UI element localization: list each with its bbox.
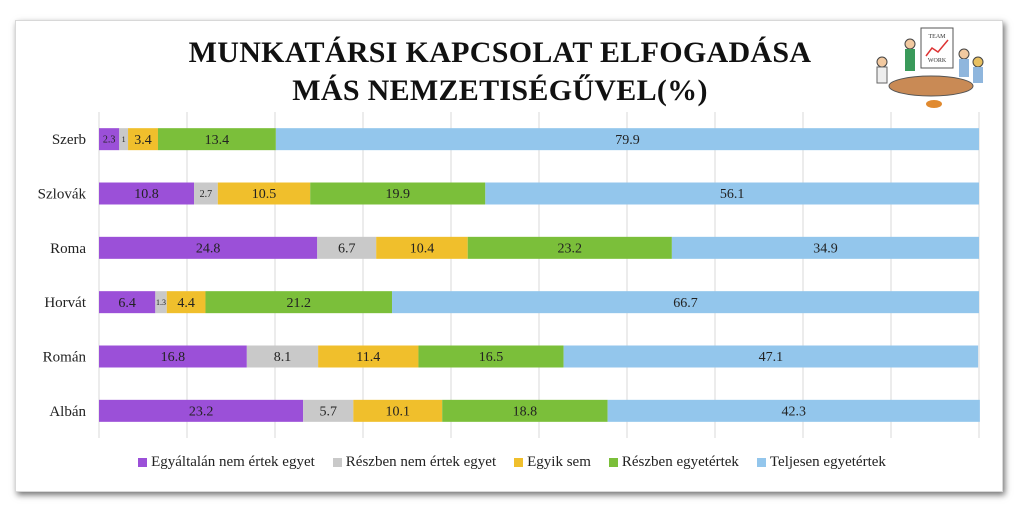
presenter-body: [905, 49, 915, 71]
category-label: Szerb: [52, 132, 86, 148]
data-label: 16.8: [161, 350, 186, 365]
table: [888, 75, 974, 97]
legend-swatch: [514, 458, 524, 467]
legend-label: Részben nem értek egyet: [345, 454, 497, 470]
data-label: 13.4: [205, 133, 230, 148]
flipchart-text-2: WORK: [928, 58, 947, 64]
data-label: 56.1: [720, 187, 745, 202]
person-left-body: [876, 66, 888, 84]
legend-swatch: [608, 458, 618, 467]
data-label: 2.7: [200, 189, 213, 200]
person-far-right-body: [973, 67, 983, 83]
data-label: 16.5: [479, 350, 504, 365]
data-label: 34.9: [813, 242, 838, 257]
bar-segment: [155, 291, 167, 314]
data-label: 79.9: [615, 133, 640, 148]
bar-segment: [99, 345, 247, 368]
bar-segment: [246, 345, 319, 368]
data-label: 23.2: [558, 242, 583, 257]
legend-label: Egyáltalán nem értek egyet: [151, 454, 315, 470]
bar-segment: [317, 236, 377, 259]
chart-arrow: [925, 39, 949, 57]
data-label: 66.7: [673, 296, 698, 311]
bar-segment: [99, 128, 120, 151]
bar-segment: [310, 182, 486, 205]
bar-segment: [607, 399, 980, 422]
bar-segment: [563, 345, 979, 368]
bar-segment: [275, 128, 979, 151]
bar-segment: [99, 182, 195, 205]
person-right-body: [959, 59, 969, 77]
data-label: 10.4: [410, 242, 435, 257]
data-label: 24.8: [196, 242, 221, 257]
data-label: 5.7: [319, 405, 337, 420]
bar-segment: [418, 345, 564, 368]
legend-label: Egyik sem: [527, 454, 591, 470]
data-label: 21.2: [287, 296, 312, 311]
flipchart-text-1: TEAM: [929, 34, 947, 40]
legend-label: Részben egyetértek: [621, 454, 739, 470]
data-label: 10.5: [252, 187, 277, 202]
title-line-2: MÁS NEMZETISÉGŰVEL(%): [292, 74, 708, 107]
bar-segment: [157, 128, 276, 151]
legend-item: Egyik sem: [514, 454, 591, 471]
legend-label: Teljesen egyetértek: [769, 454, 886, 470]
data-label: 10.1: [386, 405, 411, 420]
bar-segment: [376, 236, 468, 259]
data-label: 10.8: [134, 187, 159, 202]
bar-segment: [303, 399, 354, 422]
bar-segment: [99, 236, 318, 259]
flipchart: [920, 27, 954, 69]
bar-segment: [467, 236, 672, 259]
legend-swatch: [332, 458, 342, 467]
bar-segment: [671, 236, 979, 259]
category-label: Albán: [49, 404, 86, 420]
data-label: 1: [122, 135, 126, 144]
data-label: 11.4: [356, 350, 380, 365]
legend-swatch: [756, 458, 766, 467]
legend-swatch: [138, 458, 148, 467]
legend-item: Egyáltalán nem értek egyet: [138, 454, 315, 471]
legend-item: Részben egyetértek: [608, 454, 739, 471]
bar-segment: [205, 291, 393, 314]
legend-item: Teljesen egyetértek: [756, 454, 886, 471]
bar-segment: [194, 182, 218, 205]
data-label: 19.9: [386, 187, 411, 202]
category-label: Román: [43, 350, 87, 366]
category-label: Szlovák: [38, 187, 87, 203]
data-label: 42.3: [782, 405, 807, 420]
data-label: 6.7: [338, 242, 356, 257]
bar-segment: [318, 345, 419, 368]
data-label: 6.4: [118, 296, 136, 311]
bar-segment: [99, 399, 304, 422]
category-label: Roma: [50, 241, 86, 257]
category-label: Horvát: [44, 295, 86, 311]
data-label: 2.3: [103, 135, 116, 146]
data-label: 3.4: [134, 133, 152, 148]
bar-segment: [119, 128, 129, 151]
data-label: 18.8: [513, 405, 538, 420]
data-label: 4.4: [177, 296, 195, 311]
legend: Egyáltalán nem értek egyet Részben nem ér…: [0, 454, 1024, 471]
data-label: 1.3: [156, 298, 166, 307]
bar-segment: [353, 399, 443, 422]
chart-title: MUNKATÁRSI KAPCSOLAT ELFOGADÁSA MÁS NEMZ…: [100, 34, 900, 110]
legend-item: Részben nem értek egyet: [332, 454, 497, 471]
bar-segment: [485, 182, 979, 205]
bar-segment: [392, 291, 979, 314]
bar-segment: [128, 128, 158, 151]
title-line-1: MUNKATÁRSI KAPCSOLAT ELFOGADÁSA: [188, 36, 812, 69]
bar-segment: [217, 182, 311, 205]
cat: [926, 100, 942, 108]
data-label: 47.1: [759, 350, 784, 365]
bar-segment: [442, 399, 608, 422]
data-label: 23.2: [189, 405, 214, 420]
data-label: 8.1: [274, 350, 292, 365]
bar-segment: [99, 291, 156, 314]
bar-segment: [166, 291, 206, 314]
teamwork-illustration: TEAM WORK: [876, 27, 984, 108]
